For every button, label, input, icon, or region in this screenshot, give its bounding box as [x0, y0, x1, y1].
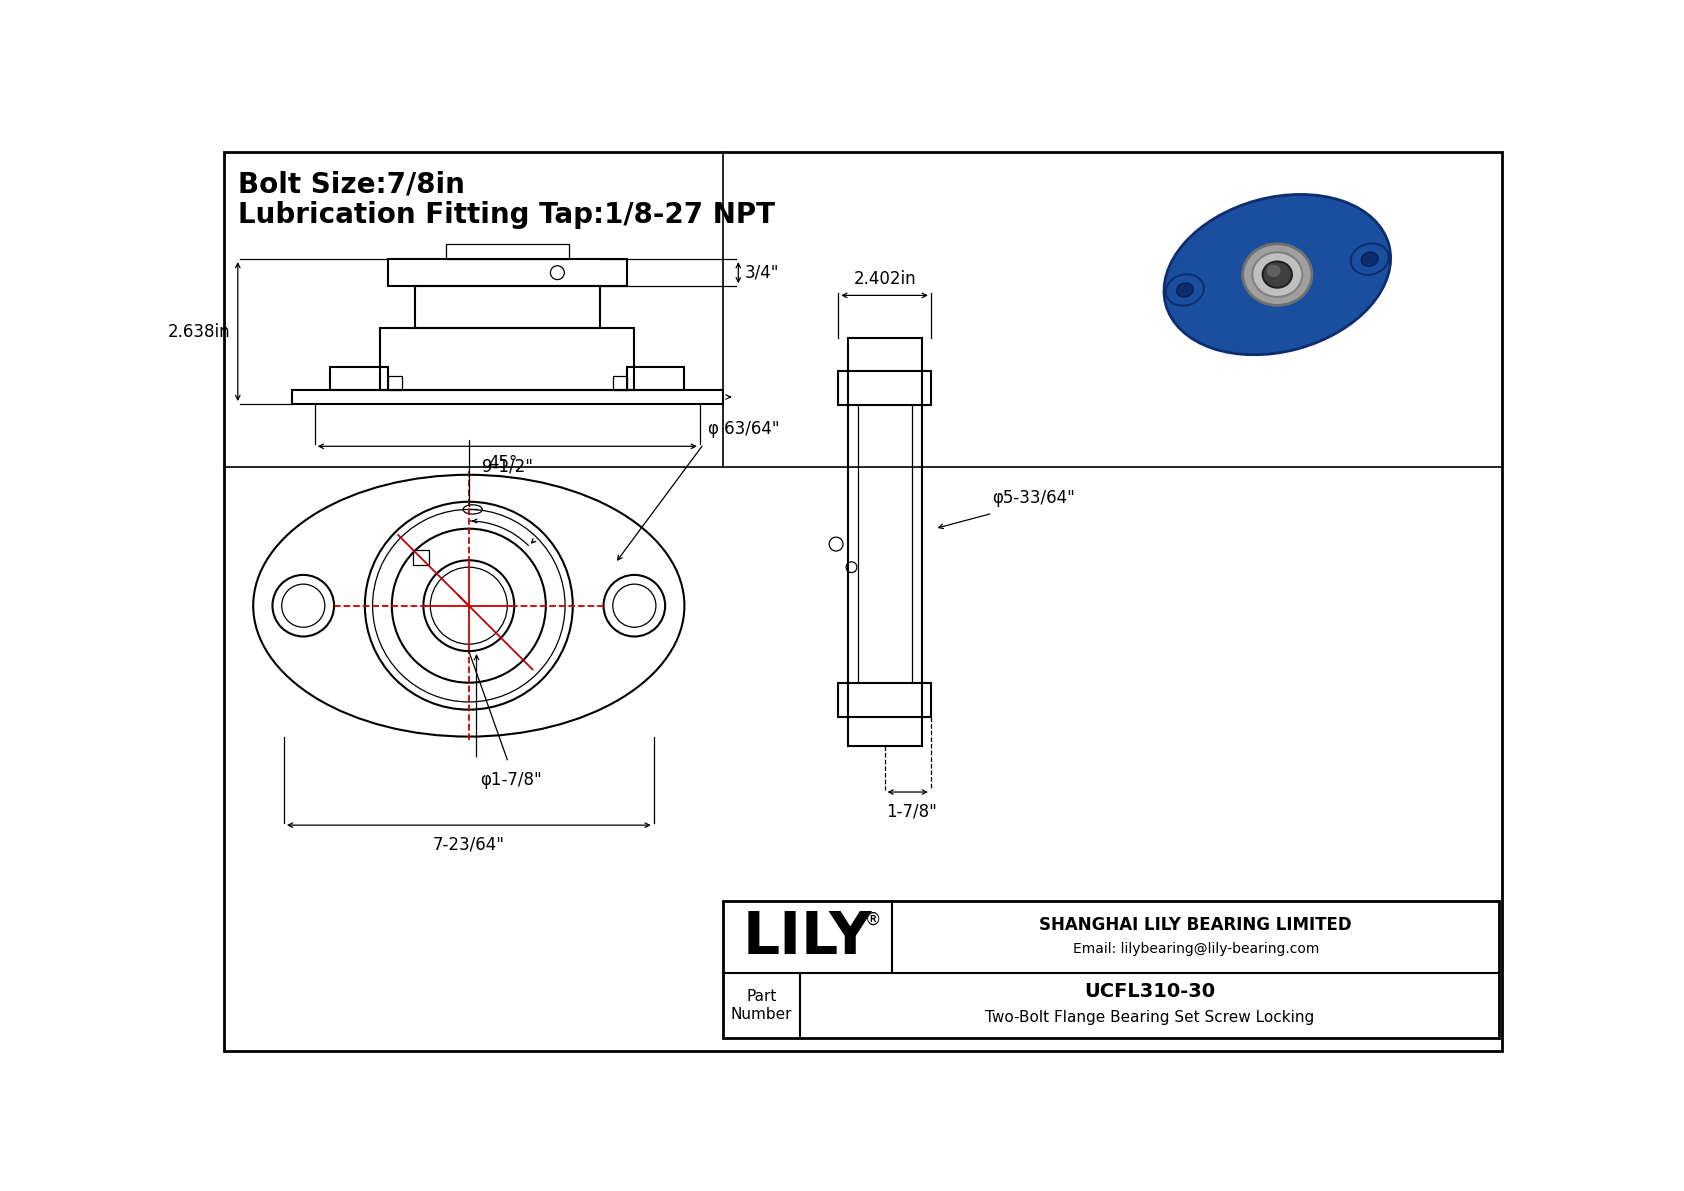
Bar — [722, 902, 1499, 1039]
Ellipse shape — [1351, 243, 1389, 275]
Text: SHANGHAI LILY BEARING LIMITED: SHANGHAI LILY BEARING LIMITED — [1039, 916, 1352, 934]
Ellipse shape — [1165, 274, 1204, 306]
Bar — [381, 329, 635, 391]
Bar — [446, 244, 569, 260]
Bar — [291, 391, 722, 404]
Text: 2.402in: 2.402in — [854, 269, 916, 288]
Text: 2.638in: 2.638in — [167, 323, 231, 341]
Text: Email: lilybearing@lily-bearing.com: Email: lilybearing@lily-bearing.com — [1073, 942, 1319, 956]
Text: Two-Bolt Flange Bearing Set Screw Locking: Two-Bolt Flange Bearing Set Screw Lockin… — [985, 1010, 1314, 1025]
Bar — [330, 367, 387, 391]
Bar — [414, 286, 600, 329]
Text: 45°: 45° — [488, 454, 517, 473]
Text: ®: ® — [866, 911, 881, 929]
Text: φ1-7/8": φ1-7/8" — [480, 772, 542, 790]
Text: 1-7/8": 1-7/8" — [886, 803, 936, 821]
Text: 3/4": 3/4" — [744, 263, 780, 281]
Ellipse shape — [1253, 252, 1302, 297]
Ellipse shape — [1177, 283, 1194, 297]
Text: Bolt Size:7/8in: Bolt Size:7/8in — [237, 170, 465, 199]
Bar — [387, 376, 402, 391]
Text: 7-23/64": 7-23/64" — [433, 836, 505, 854]
Bar — [387, 260, 626, 286]
Ellipse shape — [1266, 264, 1282, 278]
Ellipse shape — [1263, 262, 1292, 288]
Text: LILY: LILY — [743, 909, 872, 966]
Ellipse shape — [1164, 194, 1391, 355]
Text: Part
Number: Part Number — [731, 990, 791, 1022]
Bar — [613, 376, 626, 391]
Text: 9-1/2": 9-1/2" — [482, 457, 532, 475]
Bar — [626, 367, 684, 391]
Text: UCFL310-30: UCFL310-30 — [1084, 983, 1216, 1002]
Ellipse shape — [1361, 252, 1378, 267]
Ellipse shape — [1243, 244, 1312, 305]
Text: φ5-33/64": φ5-33/64" — [992, 490, 1076, 507]
Text: φ 63/64": φ 63/64" — [707, 420, 780, 438]
Text: Lubrication Fitting Tap:1/8-27 NPT: Lubrication Fitting Tap:1/8-27 NPT — [237, 201, 775, 230]
